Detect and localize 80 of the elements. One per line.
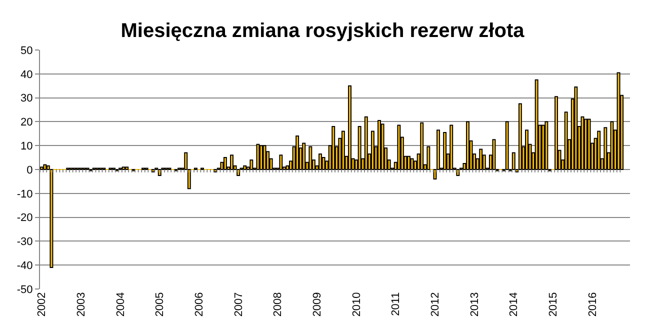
bar xyxy=(466,121,470,170)
x-tick-label: 2016 xyxy=(586,292,599,317)
bar xyxy=(443,132,447,170)
x-tick-label: 2004 xyxy=(114,292,127,317)
bar xyxy=(587,118,591,170)
bar xyxy=(450,124,454,170)
bar xyxy=(544,121,548,170)
bar xyxy=(580,116,584,170)
bar xyxy=(279,154,283,170)
y-tick-label: -10 xyxy=(16,188,33,200)
bar xyxy=(597,130,601,170)
bar xyxy=(50,169,54,268)
bar xyxy=(250,159,254,170)
bar xyxy=(420,122,424,170)
bar xyxy=(574,86,578,170)
bar xyxy=(358,126,362,170)
bar xyxy=(378,120,381,170)
x-tick-label: 2009 xyxy=(312,292,324,317)
x-tick-label: 2003 xyxy=(76,292,88,317)
bar xyxy=(341,130,345,170)
x-tick-label: 2012 xyxy=(430,292,442,317)
bar xyxy=(260,145,263,170)
bar xyxy=(236,169,240,176)
bar xyxy=(256,144,260,170)
bar xyxy=(296,136,300,170)
x-tick-label: 2005 xyxy=(154,292,166,317)
x-tick-label: 2006 xyxy=(194,292,206,317)
bar xyxy=(492,139,496,170)
x-tick-label: 2008 xyxy=(272,292,284,317)
bar xyxy=(554,96,558,170)
x-tick-label: 2002 xyxy=(36,292,48,317)
bar xyxy=(243,165,247,170)
bar xyxy=(302,142,306,170)
bar xyxy=(397,124,401,170)
bar xyxy=(534,79,538,170)
y-tick-label: 30 xyxy=(20,92,33,105)
y-tick-label: 0 xyxy=(26,164,33,176)
y-tick-label: -40 xyxy=(16,260,33,272)
bar xyxy=(230,154,234,170)
x-tick-label: 2015 xyxy=(548,292,560,317)
bar xyxy=(610,121,614,170)
x-tick-label: 2013 xyxy=(468,292,481,317)
bar xyxy=(616,72,620,170)
y-tick-label: -30 xyxy=(16,236,33,248)
bar xyxy=(43,164,47,170)
bar xyxy=(380,124,384,170)
y-tick-label: 10 xyxy=(20,140,33,152)
bar xyxy=(512,152,516,170)
bar xyxy=(40,166,44,170)
y-tick-label: -50 xyxy=(16,284,33,296)
bar xyxy=(407,156,410,170)
bar xyxy=(604,127,608,170)
bar xyxy=(584,118,588,170)
y-tick-label: 40 xyxy=(20,68,33,81)
chart-title: Miesięczna zmiana rosyjskich rezerw złota xyxy=(120,20,526,42)
x-tick-label: 2007 xyxy=(232,292,245,317)
bar xyxy=(158,169,162,176)
x-tick-label: 2011 xyxy=(390,292,402,316)
x-tick-label: 2014 xyxy=(508,292,520,317)
bar xyxy=(125,166,129,170)
bar xyxy=(262,145,266,170)
x-tick-label: 2010 xyxy=(350,292,363,317)
y-tick-label: 20 xyxy=(20,116,33,129)
bar xyxy=(122,166,126,170)
bar xyxy=(364,116,368,170)
bar xyxy=(564,112,568,170)
bar xyxy=(308,146,312,170)
bar xyxy=(525,130,528,170)
bar xyxy=(332,126,336,170)
y-tick-label: -20 xyxy=(16,212,33,224)
y-tick-label: 50 xyxy=(20,44,33,57)
bar xyxy=(348,85,352,170)
bar xyxy=(505,121,509,170)
bar xyxy=(518,103,522,170)
bar xyxy=(479,148,483,170)
bar xyxy=(318,153,322,170)
bar xyxy=(223,157,227,170)
bar xyxy=(322,157,326,170)
bar xyxy=(370,130,374,170)
bar xyxy=(426,146,430,170)
